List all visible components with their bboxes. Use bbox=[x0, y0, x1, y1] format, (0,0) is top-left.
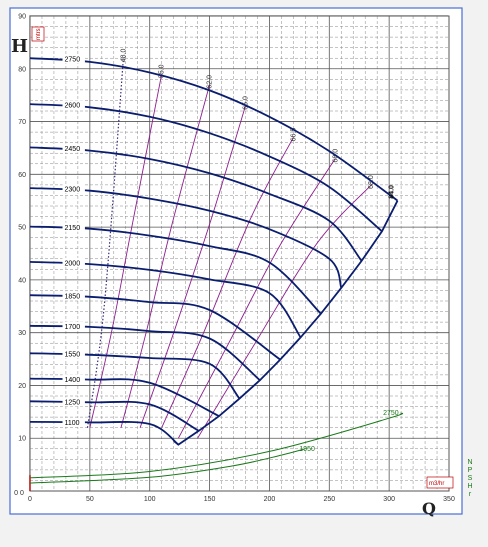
efficiency-line bbox=[178, 158, 336, 439]
curve-label: 2300 bbox=[65, 186, 81, 193]
head-curve bbox=[29, 57, 399, 202]
efficiency-label: 48.0 bbox=[120, 48, 127, 62]
grid-lines bbox=[29, 15, 450, 492]
head-curve bbox=[29, 421, 179, 446]
curve-label: 1400 bbox=[65, 377, 81, 384]
curve-label-bg bbox=[62, 374, 85, 384]
npsh-curve-label: 2750 bbox=[383, 410, 399, 417]
head-curve bbox=[29, 103, 383, 232]
npsh-curve bbox=[29, 412, 404, 479]
axis-ticks: 0 50 100 150 200 250 300 350 10 20 30 40 50 60 70 80 90 bbox=[18, 14, 455, 504]
curve-label-bg bbox=[62, 321, 85, 331]
y-tick-label: 20 bbox=[18, 383, 26, 390]
curve-label-bg bbox=[62, 143, 85, 153]
curve-label-bg bbox=[62, 417, 85, 427]
efficiency-label: 65.0 bbox=[242, 96, 249, 110]
curve-label: 1700 bbox=[65, 324, 81, 331]
y-unit-box bbox=[31, 26, 45, 42]
x-tick-label: 100 bbox=[144, 496, 156, 503]
head-curves bbox=[29, 57, 399, 446]
head-curve bbox=[29, 187, 343, 289]
x-tick-label: 300 bbox=[383, 496, 395, 503]
npsh-curves: 2750 1950 bbox=[29, 410, 404, 484]
curve-label: 2000 bbox=[65, 260, 81, 267]
x-tick-label: 0 bbox=[28, 496, 32, 503]
curve-label-bg bbox=[62, 397, 85, 407]
operating-limit-curve bbox=[173, 200, 399, 446]
x-unit-label: m3/hr bbox=[429, 481, 444, 487]
curve-label-bg bbox=[62, 54, 85, 64]
curve-label-bg bbox=[62, 349, 85, 359]
y-tick-label: 30 bbox=[18, 330, 26, 337]
curve-labels: 2750 2600 2450 2300 2150 2000 1850 1700 1550 1400… bbox=[62, 54, 396, 427]
head-curve bbox=[29, 377, 220, 417]
curve-label-bg bbox=[62, 184, 85, 194]
curve-label: 1250 bbox=[65, 400, 81, 407]
x-tick-label: 200 bbox=[264, 496, 276, 503]
y-axis-label: H bbox=[11, 36, 28, 57]
efficiency-label: 62.0 bbox=[207, 75, 214, 89]
curve-label: 1100 bbox=[65, 420, 80, 427]
y-unit-label: mtrs bbox=[36, 28, 42, 40]
x-unit-box bbox=[426, 476, 454, 489]
npsh-curve-label: 1950 bbox=[299, 446, 315, 453]
y-tick-label: 80 bbox=[18, 66, 26, 73]
efficiency-label: 66.5 bbox=[290, 128, 297, 142]
y-tick-label: 90 bbox=[18, 14, 26, 21]
x-tick-label: 250 bbox=[323, 496, 335, 503]
efficiency-line bbox=[197, 184, 372, 439]
curve-label-bg bbox=[62, 291, 85, 301]
y-tick-label: 50 bbox=[18, 225, 26, 232]
x-tick-label: 50 bbox=[86, 496, 94, 503]
curve-label: 2600 bbox=[65, 103, 81, 110]
npsh-curve bbox=[29, 448, 306, 484]
curve-label: 1550 bbox=[65, 352, 81, 359]
curve-label: 2450 bbox=[65, 146, 81, 153]
y-tick-label: 40 bbox=[18, 277, 26, 284]
curve-label: 2150 bbox=[65, 225, 81, 232]
curve-label: 1850 bbox=[65, 294, 81, 301]
x-tick-label: 150 bbox=[204, 496, 216, 503]
y-zero-label: 0 0 bbox=[14, 490, 24, 497]
curve-label-bg bbox=[62, 258, 85, 268]
y-tick-label: 10 bbox=[18, 436, 26, 443]
curve-label: 2750 bbox=[65, 57, 81, 64]
curve-label-bg bbox=[62, 100, 85, 110]
curve-label-bg bbox=[62, 222, 85, 232]
head-curve bbox=[29, 146, 363, 262]
x-axis-label: Q bbox=[422, 499, 436, 518]
bep-label: 84.0 bbox=[389, 185, 396, 199]
y-tick-label: 60 bbox=[18, 172, 26, 179]
efficiency-label: 55.0 bbox=[159, 64, 166, 78]
x-tick-label: 350 bbox=[443, 496, 455, 503]
efficiency-line bbox=[161, 137, 294, 428]
y-tick-label: 70 bbox=[18, 119, 26, 126]
head-curve bbox=[29, 400, 200, 432]
head-curve bbox=[29, 225, 322, 315]
